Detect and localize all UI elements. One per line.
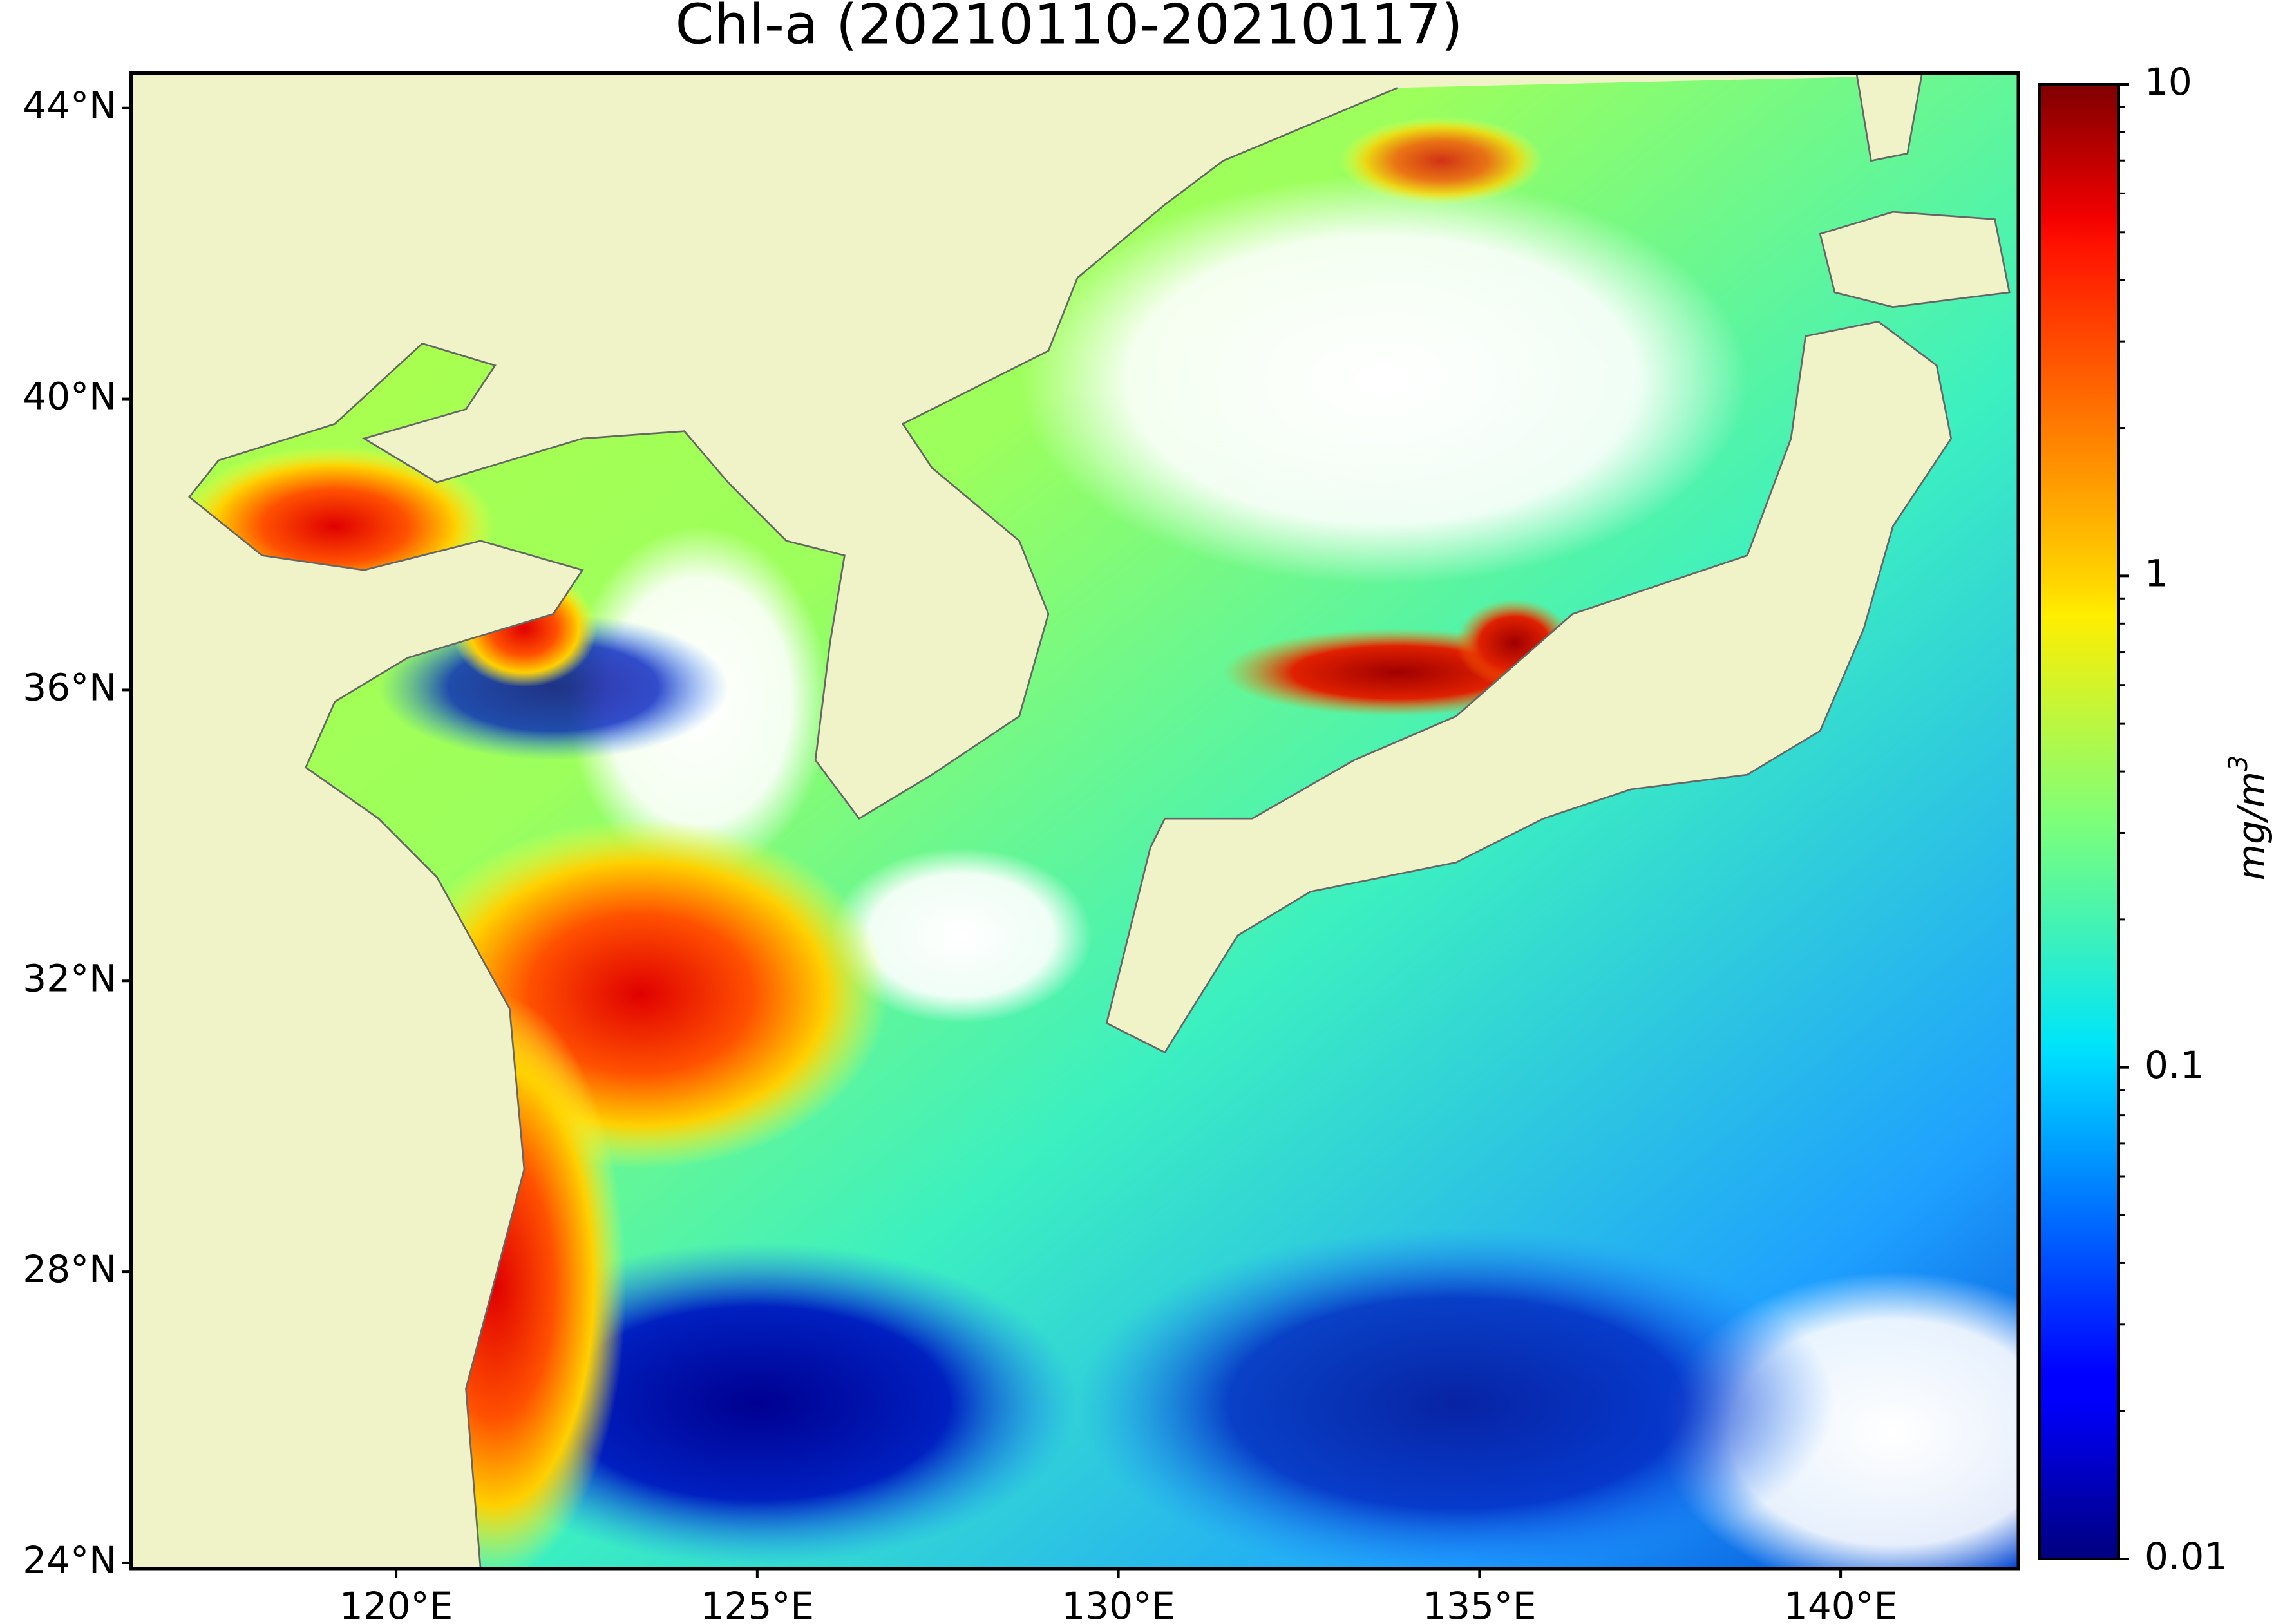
colorbar-tick-label: 0.01 xyxy=(2145,1534,2228,1578)
japan xyxy=(1105,320,1953,1054)
x-tick-label: 125°E xyxy=(701,1584,814,1624)
colorbar-tick-label: 0.1 xyxy=(2145,1043,2204,1087)
colorbar xyxy=(2038,83,2120,1560)
y-tick-label: 28°N xyxy=(23,1247,117,1291)
x-tick-label: 135°E xyxy=(1423,1584,1536,1624)
colorbar-tick-label: 10 xyxy=(2145,60,2192,104)
colorbar-tick-label: 1 xyxy=(2145,551,2168,595)
map xyxy=(131,72,2018,1569)
colorbar-label-base: mg/m xyxy=(2230,771,2273,880)
coastline xyxy=(188,86,1399,1569)
x-tick-label: 140°E xyxy=(1784,1584,1897,1624)
y-tick-label: 40°N xyxy=(23,375,117,419)
y-tick-label: 32°N xyxy=(23,956,117,1000)
colorbar-label-superscript: 3 xyxy=(2224,755,2253,771)
y-tick-label: 44°N xyxy=(23,84,117,127)
x-tick-label: 130°E xyxy=(1061,1584,1175,1624)
colorbar-label: mg/m3 xyxy=(2224,755,2273,881)
x-tick-label: 120°E xyxy=(339,1584,453,1624)
y-tick-label: 36°N xyxy=(23,666,117,710)
hokkaido xyxy=(1819,211,2011,308)
y-tick-label: 24°N xyxy=(23,1538,117,1582)
chart-title: Chl-a (20210110-20210117) xyxy=(675,0,1463,57)
map-frame xyxy=(129,71,2020,1571)
